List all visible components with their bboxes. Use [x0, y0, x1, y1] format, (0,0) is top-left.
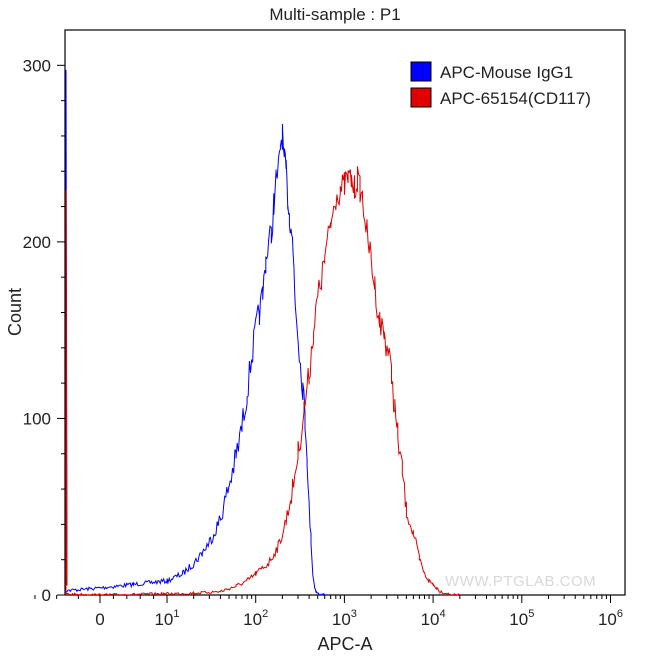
- x-tick-label: 101: [154, 608, 179, 629]
- legend-label: APC-Mouse IgG1: [440, 63, 573, 82]
- series-layer: [65, 69, 461, 595]
- series-line-isotype: [65, 69, 326, 595]
- y-tick-label: 0: [42, 586, 51, 605]
- plot-frame: [64, 29, 626, 596]
- y-axis-title: Count: [5, 288, 25, 336]
- x-tick-label: 102: [243, 608, 268, 629]
- y-axis: 0 100 200 300: [23, 56, 65, 605]
- series-line-cd117: [65, 166, 461, 595]
- y-tick-label: 100: [23, 409, 51, 428]
- y-tick-label: 200: [23, 233, 51, 252]
- y-tick-label: 300: [23, 56, 51, 75]
- x-tick-label: 0: [95, 610, 104, 629]
- legend-label: APC-65154(CD117): [440, 89, 591, 108]
- x-tick-label: 104: [421, 608, 446, 629]
- x-tick-label: 105: [509, 608, 534, 629]
- x-axis-title: APC-A: [317, 634, 372, 654]
- x-tick-label: 103: [332, 608, 357, 629]
- chart-title: Multi-sample : P1: [269, 5, 400, 24]
- legend: APC-Mouse IgG1 APC-65154(CD117): [410, 61, 591, 108]
- legend-swatch: [410, 87, 432, 108]
- legend-swatch: [410, 61, 432, 82]
- x-axis: 0 101 102 103 104 105 106: [34, 595, 623, 629]
- x-tick-label: 106: [598, 608, 623, 629]
- watermark-text: WWW.PTGLAB.COM: [445, 573, 596, 590]
